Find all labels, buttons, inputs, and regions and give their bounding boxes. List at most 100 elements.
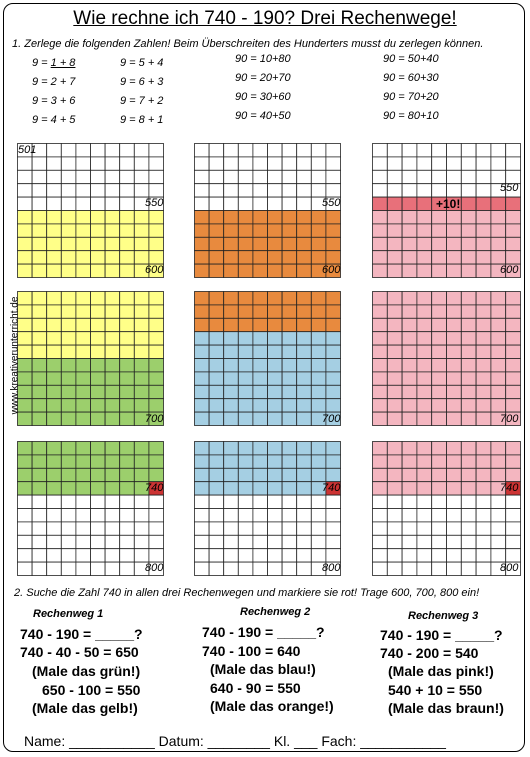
grid-cell (431, 467, 447, 483)
grid-cell (460, 398, 477, 413)
grid-cell (267, 223, 283, 238)
grid-cell (446, 521, 462, 536)
grid-cell (386, 344, 403, 359)
grid-cell (119, 454, 135, 469)
grid-cell (372, 508, 388, 523)
grid-cell (237, 331, 254, 346)
grid-cell (475, 263, 492, 278)
grid-cell (446, 223, 462, 238)
grid-cell (208, 169, 225, 185)
grid-cell (460, 534, 477, 550)
grid-5-label-700: 700 (322, 413, 341, 425)
grid-cell (104, 534, 121, 550)
grid-cell (194, 411, 210, 426)
grid-cell (267, 481, 283, 496)
grid-cell (17, 441, 33, 456)
grid-cell (372, 371, 388, 386)
grid-cell (90, 398, 106, 413)
rechenweg-2-line-5: (Male das orange!) (210, 698, 334, 714)
grid-cell (133, 454, 150, 469)
grid-2-label-600: 600 (322, 264, 341, 276)
grid-cell (252, 143, 268, 158)
footer-name-date-class-subject: Name: ___________ Datum: ________ Kl. __… (24, 733, 446, 749)
grid-cell (446, 143, 462, 158)
grid-cell (386, 371, 403, 386)
hundred-grid-2 (194, 143, 341, 278)
grid-cell (60, 481, 77, 496)
grid-cell (310, 371, 327, 386)
grid-cell (325, 223, 341, 238)
grid-cell (90, 156, 106, 171)
grid-cell (446, 263, 462, 278)
grid-cell (281, 454, 298, 469)
grid-cell (148, 291, 164, 306)
rechenweg-1-line-3: (Male das grün!) (32, 663, 141, 679)
grid-cell (416, 143, 433, 158)
grid-cell (267, 183, 283, 198)
grid-cell (296, 183, 312, 198)
grid-cell (133, 494, 150, 509)
grid-cell (90, 304, 106, 319)
grid-cell (194, 210, 210, 225)
grid-cell (104, 317, 121, 333)
grid-cell (104, 169, 121, 185)
grid-cell (372, 561, 388, 576)
grid-cell (119, 411, 135, 426)
grid-cell (60, 210, 77, 225)
grid-cell (446, 508, 462, 523)
grid-cell (296, 331, 312, 346)
grid-cell (416, 210, 433, 225)
grid-cell (104, 561, 121, 576)
grid-cell (17, 481, 33, 496)
rechenweg-2-line-1: 740 - 190 = _____? (202, 624, 325, 640)
grid-cell (460, 521, 477, 536)
grid-cell (104, 384, 121, 400)
grid-cell (133, 236, 150, 252)
grid-cell (372, 454, 388, 469)
grid-cell (416, 250, 433, 265)
grid-cell (267, 236, 283, 252)
grid-cell (310, 508, 327, 523)
grid-cell (401, 236, 418, 252)
grid-cell (194, 317, 210, 333)
grid-cell (281, 398, 298, 413)
grid-cell (267, 291, 283, 306)
grid-cell (90, 454, 106, 469)
grid-cell (46, 210, 62, 225)
grid-cell (148, 384, 164, 400)
grid-cell (208, 156, 225, 171)
grid-cell (446, 561, 462, 576)
grid-cell (252, 263, 268, 278)
grid-cell (446, 156, 462, 171)
grid-cell (90, 331, 106, 346)
grid-cell (194, 143, 210, 158)
grid-cell (90, 143, 106, 158)
grid-cell (104, 143, 121, 158)
grid-cell (325, 344, 341, 359)
grid-cell (46, 398, 62, 413)
grid-cell (60, 331, 77, 346)
grid-cell (252, 384, 268, 400)
grid-cell (90, 210, 106, 225)
grid-cell (104, 467, 121, 483)
grid-cell (237, 371, 254, 386)
grid-cell (281, 236, 298, 252)
grid-cell (194, 304, 210, 319)
grid-cell (60, 263, 77, 278)
grid-cell (325, 358, 341, 373)
grid-cell (208, 344, 225, 359)
grid-cell (431, 481, 447, 496)
grid-cell (416, 196, 433, 211)
grid-cell (237, 223, 254, 238)
grid-cell (223, 398, 239, 413)
grid-cell (104, 521, 121, 536)
grid-cell (133, 508, 150, 523)
grid-cell (31, 250, 48, 265)
grid-cell (401, 508, 418, 523)
grid-cell (267, 331, 283, 346)
grid-cell (119, 521, 135, 536)
grid-cell (460, 441, 477, 456)
grid-cell (310, 467, 327, 483)
grid-cell (237, 494, 254, 509)
grid-cell (401, 561, 418, 576)
